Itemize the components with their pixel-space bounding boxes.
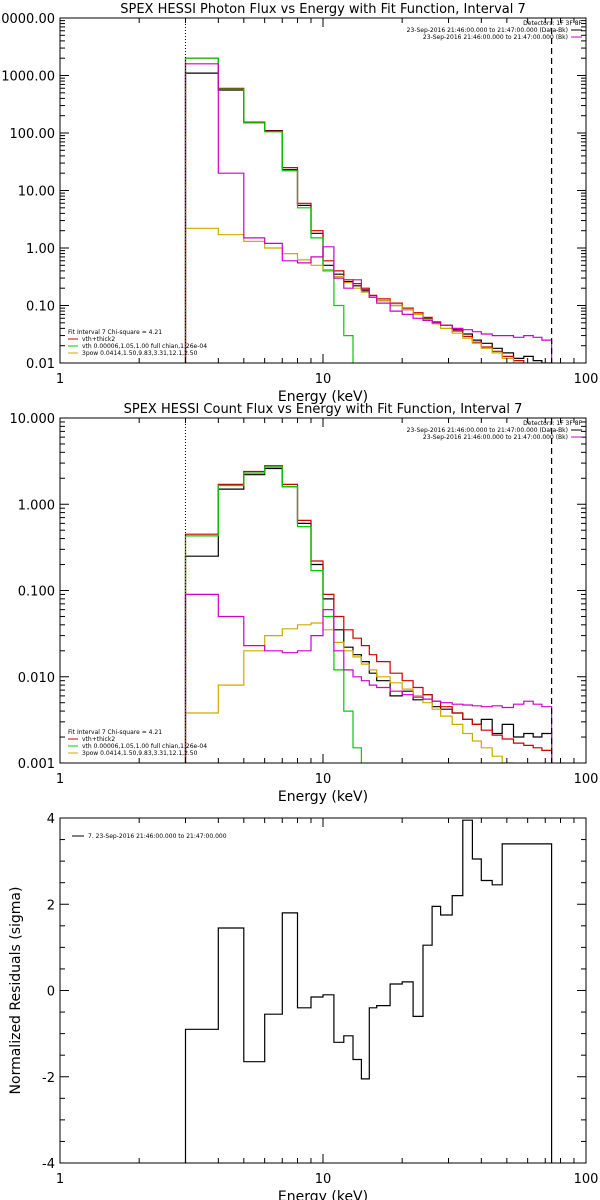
legend-text: 3pow 0.0414,1.50,9.83,3.31,12.1,2.50 <box>82 750 198 757</box>
y-tick-label: 100.00 <box>10 127 56 142</box>
legend-text: 23-Sep-2016 21:46:00.000 to 21:47:00.000… <box>423 434 568 441</box>
plot-frame <box>59 17 587 364</box>
legend-text: vth+thick2 <box>82 736 115 743</box>
legend-text: 3pow 0.0414,1.50,9.83,3.31,12.1,2.50 <box>82 350 198 357</box>
x-axis-label: Energy (keV) <box>278 389 368 405</box>
y-tick-label: 10.000 <box>10 412 56 427</box>
y-tick-label: 1.000 <box>18 498 55 513</box>
chart-title: SPEX HESSI Photon Flux vs Energy with Fi… <box>120 2 526 17</box>
x-tick-label: 10 <box>315 1172 332 1187</box>
y-tick-label: 0.010 <box>18 671 55 686</box>
panel-3: 1 10 100 -4 -2 0 2 4 Energy (keV) Normalized Resi… <box>8 812 598 1200</box>
x-tick-label: 1 <box>56 372 64 387</box>
y-tick-label: 0.01 <box>26 357 55 372</box>
x-tick-label: 1 <box>56 772 64 787</box>
y-tick-label: 0.10 <box>26 300 55 315</box>
legend-text: Detectors: 1F 3F 8F <box>523 420 582 427</box>
series-line-5 <box>184 63 553 363</box>
legend-text: vth+thick2 <box>82 336 115 343</box>
x-tick-label: 100 <box>574 772 599 787</box>
series-line-1 <box>184 72 553 363</box>
x-axis-label: Energy (keV) <box>278 1189 368 1200</box>
series-line-1 <box>184 467 553 763</box>
series-line-3 <box>184 57 354 363</box>
x-tick-label: 100 <box>574 372 599 387</box>
y-tick-label: 0.100 <box>18 585 55 600</box>
legend-text: Fit Interval 7 Chi-square = 4.21 <box>68 729 162 736</box>
legend-text: 7. 23-Sep-2016 21:46:00.000 to 21:47:00.… <box>88 833 227 840</box>
y-tick-label: 0 <box>47 985 55 1000</box>
series-group <box>184 819 553 1163</box>
legend-text: 23-Sep-2016 21:46:00.000 to 21:47:00.000… <box>407 427 568 434</box>
x-tick-label: 10 <box>315 772 332 787</box>
series-line-5 <box>184 593 553 763</box>
legend-text: Detectors: 1F 3F 8F <box>523 20 582 27</box>
legend-text: 23-Sep-2016 21:46:00.000 to 21:47:00.000… <box>407 27 568 34</box>
series-group <box>184 465 553 763</box>
series-line-1 <box>184 819 553 1163</box>
y-tick-label: 4 <box>47 812 55 827</box>
chart-title: SPEX HESSI Count Flux vs Energy with Fit… <box>124 402 523 417</box>
panel-2: SPEX HESSI Count Flux vs Energy with Fit… <box>10 402 599 805</box>
legend-text: vth 0.00006,1.05,1.00 full chian,1.26e-0… <box>82 743 207 750</box>
panel-1: SPEX HESSI Photon Flux vs Energy with Fi… <box>0 2 599 405</box>
legend-text: Fit Interval 7 Chi-square = 4.21 <box>68 329 162 336</box>
y-tick-label: 0.001 <box>18 757 55 772</box>
y-tick-label: 10.00 <box>18 185 55 200</box>
y-tick-label: -4 <box>42 1157 55 1172</box>
y-tick-label: 1000.00 <box>1 70 55 85</box>
legend-text: 23-Sep-2016 21:46:00.000 to 21:47:00.000… <box>423 34 568 41</box>
y-axis-label: Normalized Residuals (sigma) <box>8 887 24 1095</box>
series-line-2 <box>184 57 525 363</box>
series-line-4 <box>184 622 515 763</box>
y-tick-label: -2 <box>42 1071 55 1086</box>
y-tick-label: 1.00 <box>26 242 55 257</box>
y-tick-label: 2 <box>47 898 55 913</box>
legend-text: vth 0.00006,1.05,1.00 full chian,1.26e-0… <box>82 343 207 350</box>
y-tick-label: 10000.00 <box>0 12 55 27</box>
x-axis-label: Energy (keV) <box>278 789 368 805</box>
series-line-4 <box>184 227 525 363</box>
x-tick-label: 1 <box>56 1172 64 1187</box>
series-group <box>184 57 553 363</box>
series-line-3 <box>184 466 362 763</box>
x-tick-label: 10 <box>315 372 332 387</box>
plot-frame <box>59 817 587 1164</box>
x-tick-label: 100 <box>574 1172 599 1187</box>
